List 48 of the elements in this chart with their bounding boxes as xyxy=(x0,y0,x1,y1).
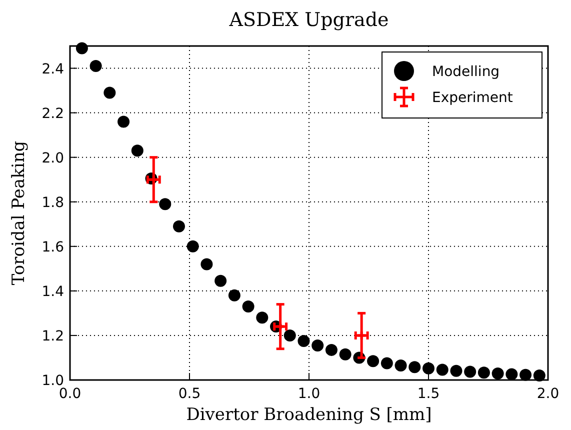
x-tick-label: 1.0 xyxy=(298,386,320,402)
y-axis-title: Toroidal Peaking xyxy=(9,140,29,286)
point xyxy=(298,335,310,348)
legend-label: Modelling xyxy=(432,64,500,80)
x-tick-label: 2.0 xyxy=(536,386,560,402)
point xyxy=(436,364,448,376)
point xyxy=(533,370,546,382)
point xyxy=(450,364,462,377)
point xyxy=(380,357,393,370)
point xyxy=(394,360,407,372)
point xyxy=(506,368,518,380)
point xyxy=(312,339,324,352)
point xyxy=(214,274,227,287)
x-tick-label: 1.5 xyxy=(417,386,440,402)
chart-title: ASDEX Upgrade xyxy=(228,9,389,31)
point xyxy=(408,361,421,374)
x-tick-label: 0.0 xyxy=(58,386,82,402)
point xyxy=(118,116,130,128)
point xyxy=(520,368,532,381)
point xyxy=(172,220,185,232)
point xyxy=(186,240,199,252)
y-tick-label: 1.2 xyxy=(42,328,64,344)
legend-label: Experiment xyxy=(432,90,514,106)
point xyxy=(200,258,213,270)
y-tick-label: 1.6 xyxy=(42,239,64,256)
y-tick-label: 1.0 xyxy=(42,373,64,389)
point xyxy=(256,312,268,324)
y-tick-label: 1.4 xyxy=(42,284,64,300)
point xyxy=(228,289,240,302)
point xyxy=(367,355,380,368)
x-tick-label: 0.5 xyxy=(178,386,201,402)
point xyxy=(464,366,476,378)
point xyxy=(131,144,144,157)
x-axis-title: Divertor Broadening S [mm] xyxy=(186,405,432,425)
point xyxy=(284,329,296,342)
point xyxy=(159,198,172,210)
y-tick-label: 1.8 xyxy=(42,194,64,211)
y-tick-label: 2.2 xyxy=(42,106,64,122)
point xyxy=(104,86,116,99)
y-tick-label: 2.4 xyxy=(42,61,64,78)
point xyxy=(492,368,504,380)
point xyxy=(478,366,490,379)
point xyxy=(242,300,254,313)
point xyxy=(339,348,352,360)
point xyxy=(422,362,434,374)
point xyxy=(90,60,102,72)
y-tick-label: 2.0 xyxy=(42,150,64,166)
point xyxy=(325,344,338,356)
